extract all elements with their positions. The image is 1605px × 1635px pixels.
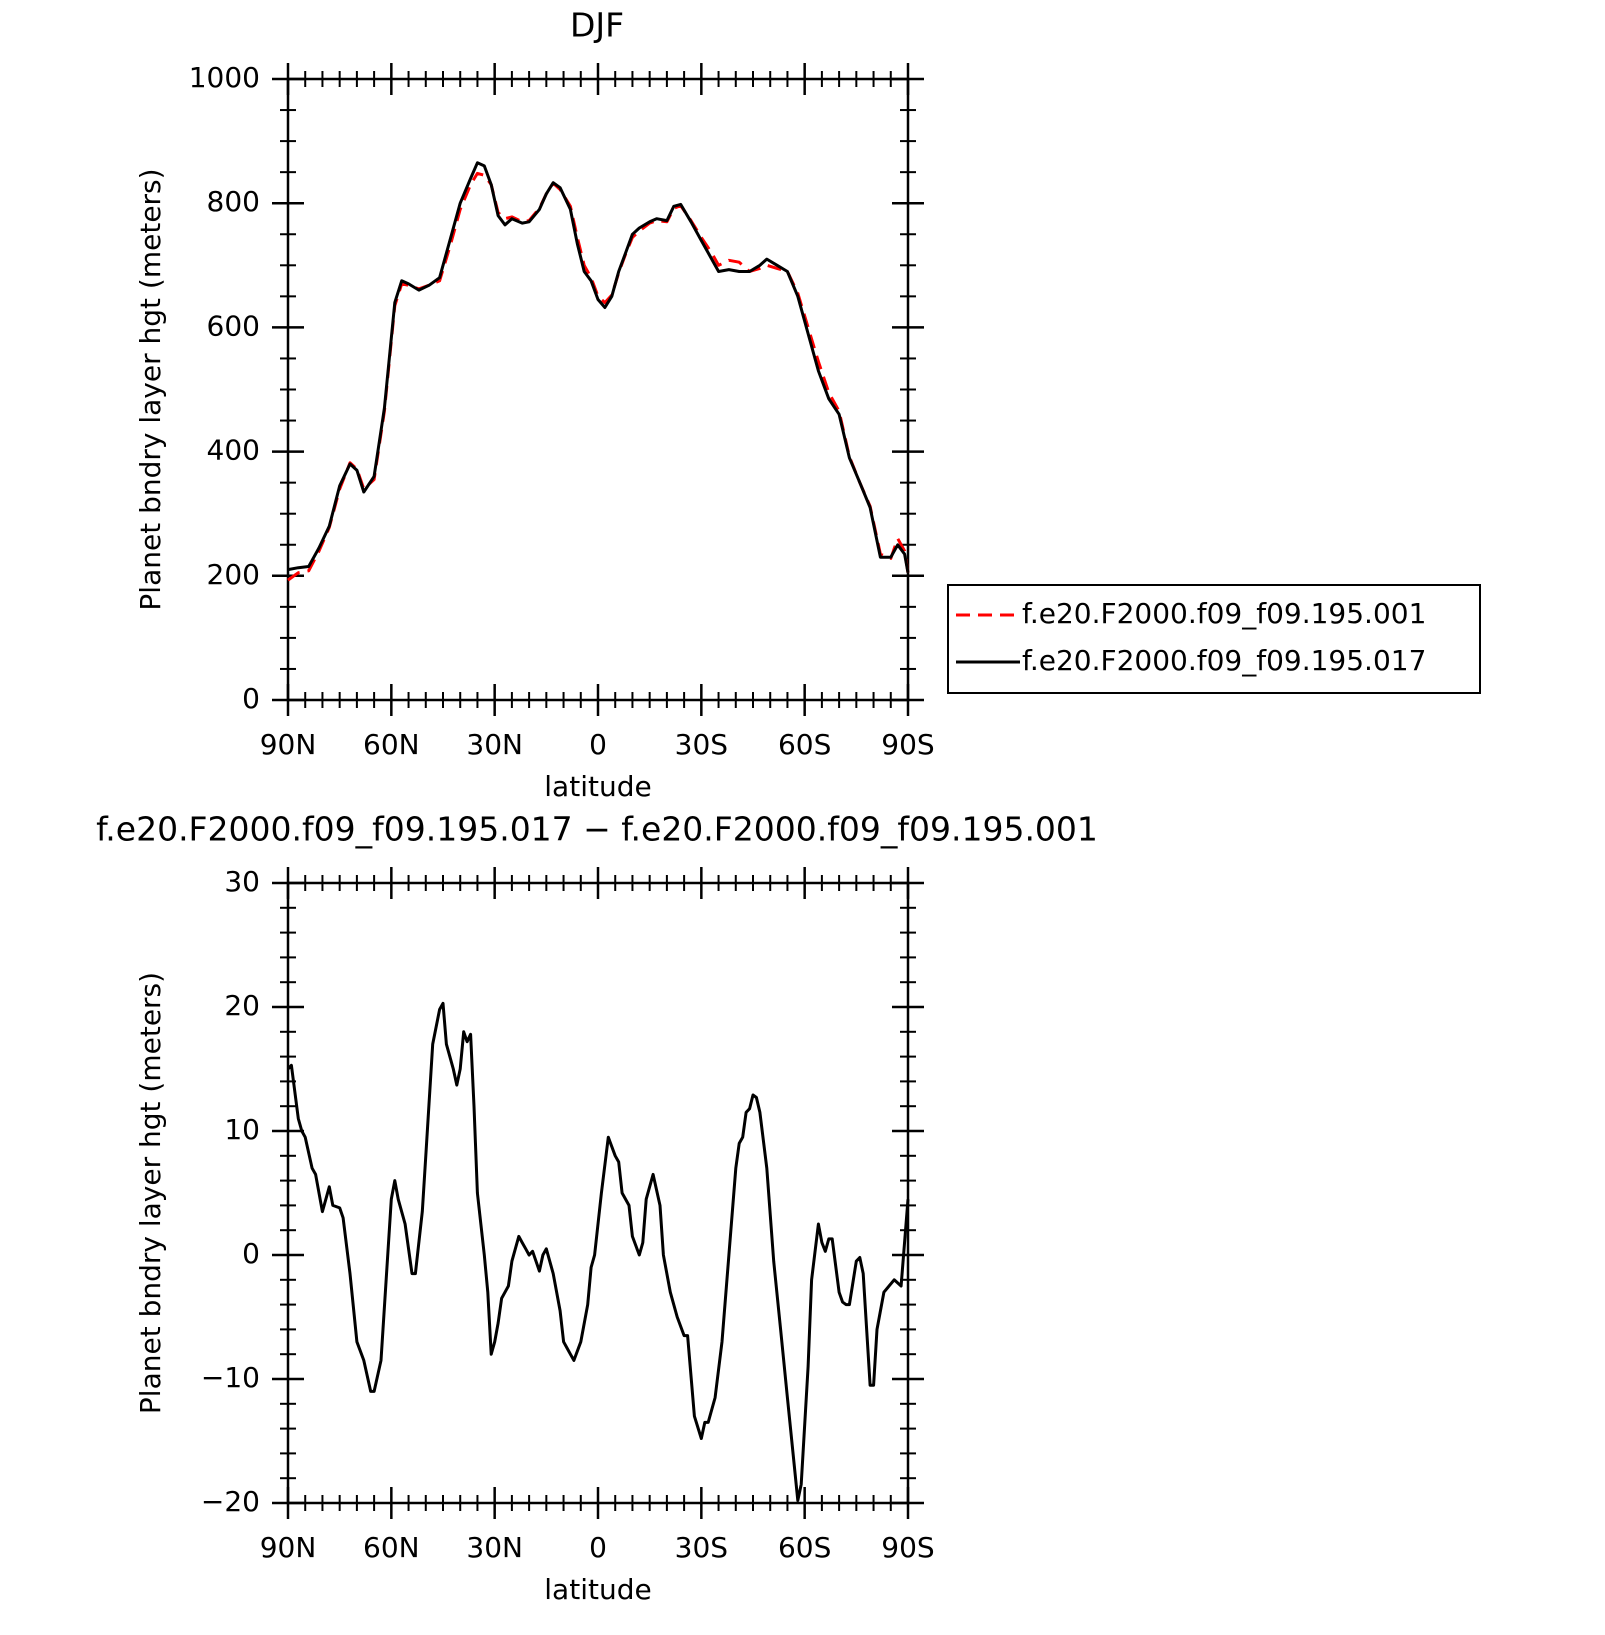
x-tick-label: 30N — [466, 1531, 523, 1564]
x-tick-label: 90S — [881, 1531, 934, 1564]
chart-title: f.e20.F2000.f09_f09.195.017 − f.e20.F200… — [96, 810, 1098, 849]
x-tick-label: 90N — [260, 1531, 317, 1564]
x-tick-label: 60S — [778, 728, 831, 761]
x-tick-label: 0 — [589, 728, 607, 761]
y-tick-label: 1000 — [189, 61, 260, 94]
y-tick-label: 200 — [207, 558, 260, 591]
data-line — [286, 1001, 910, 1502]
y-tick-label: −20 — [201, 1485, 260, 1518]
x-tick-label: 60N — [363, 1531, 420, 1564]
x-tick-label: 30S — [675, 728, 728, 761]
x-tick-label: 60N — [363, 728, 420, 761]
chart-title: DJF — [570, 6, 624, 45]
data-line — [287, 161, 910, 573]
legend-label: f.e20.F2000.f09_f09.195.017 — [1022, 644, 1426, 677]
x-tick-label: 90S — [881, 728, 934, 761]
legend-box — [947, 584, 1481, 694]
y-tick-label: 0 — [242, 1237, 260, 1270]
y-axis-label: Planet bndry layer hgt (meters) — [134, 972, 167, 1414]
data-line — [287, 171, 910, 582]
x-axis-label: latitude — [544, 770, 651, 803]
plot-frame — [286, 881, 910, 1505]
x-tick-label: 60S — [778, 1531, 831, 1564]
x-tick-label: 90N — [260, 728, 317, 761]
y-tick-label: 600 — [207, 309, 260, 342]
x-tick-label: 30S — [675, 1531, 728, 1564]
y-axis-label: Planet bndry layer hgt (meters) — [134, 168, 167, 610]
y-tick-label: 20 — [224, 989, 260, 1022]
y-tick-label: 10 — [224, 1113, 260, 1146]
plot-frame — [286, 77, 910, 702]
y-tick-label: 0 — [242, 682, 260, 715]
x-tick-label: 0 — [589, 1531, 607, 1564]
y-tick-label: 30 — [224, 865, 260, 898]
y-tick-label: −10 — [201, 1361, 260, 1394]
x-axis-label: latitude — [544, 1573, 651, 1606]
y-tick-label: 400 — [207, 434, 260, 467]
y-tick-label: 800 — [207, 185, 260, 218]
x-tick-label: 30N — [466, 728, 523, 761]
legend-label: f.e20.F2000.f09_f09.195.001 — [1022, 597, 1426, 630]
